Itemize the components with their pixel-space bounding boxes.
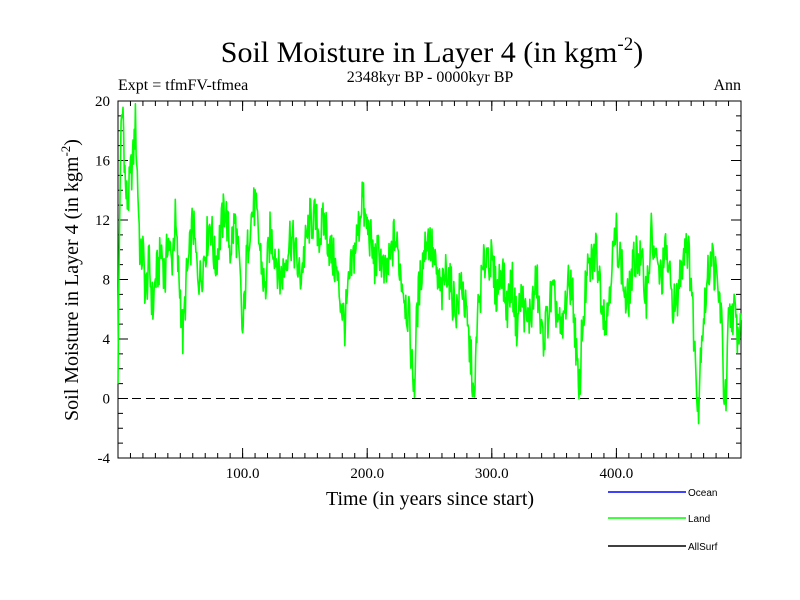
x-tick-label: 300.0 <box>475 466 509 482</box>
chart-title-text: Soil Moisture in Layer 4 (in kgm <box>221 36 618 69</box>
y-axis-label-sup: -2 <box>58 146 73 157</box>
series-line-land <box>117 102 742 425</box>
legend-label: Ocean <box>688 488 717 499</box>
y-tick-label: 0 <box>103 392 111 408</box>
x-tick-label: 400.0 <box>600 466 634 482</box>
experiment-label: Expt = tfmFV-tfmea <box>118 77 248 94</box>
y-tick-label: 20 <box>95 94 110 110</box>
y-tick-label: 12 <box>95 213 110 229</box>
legend-item-ocean: Ocean <box>608 488 717 499</box>
chart-title-close: ) <box>633 36 643 69</box>
y-tick-label: -4 <box>98 451 111 467</box>
y-axis-label-text: Soil Moisture in Layer 4 (in kgm <box>61 156 83 421</box>
x-tick-label: 200.0 <box>350 466 384 482</box>
y-tick-label: 8 <box>103 273 111 289</box>
legend-item-land: Land <box>608 514 710 525</box>
y-tick-label: 16 <box>95 154 111 170</box>
y-axis-label-close: ) <box>61 139 83 146</box>
y-axis-label: Soil Moisture in Layer 4 (in kgm-2) <box>58 139 83 421</box>
x-axis-label: Time (in years since start) <box>326 488 534 510</box>
legend-label: Land <box>688 514 710 525</box>
y-tick-label: 4 <box>103 332 111 348</box>
chart-title: Soil Moisture in Layer 4 (in kgm-2) <box>221 34 643 69</box>
legend: Ocean Land AllSurf <box>608 488 718 553</box>
legend-label: AllSurf <box>688 542 718 553</box>
season-label: Ann <box>713 77 741 94</box>
x-tick-label: 100.0 <box>226 466 260 482</box>
plot-area: -4 0 4 8 12 16 20 100.0 200.0 300.0 400.0 <box>95 94 742 482</box>
legend-item-allsurf: AllSurf <box>608 542 718 553</box>
chart-subtitle: 2348kyr BP - 0000kyr BP <box>347 69 514 86</box>
chart-title-sup: -2 <box>617 34 633 55</box>
